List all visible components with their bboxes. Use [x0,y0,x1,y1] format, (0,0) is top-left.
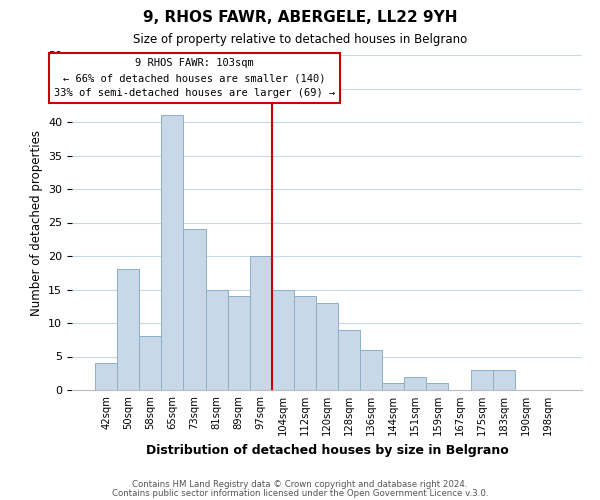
Bar [95,363,117,390]
Bar [272,290,294,390]
Bar [161,116,184,390]
Text: Contains public sector information licensed under the Open Government Licence v.: Contains public sector information licen… [112,489,488,498]
Bar [404,376,427,390]
Bar [316,303,338,390]
Bar [382,384,404,390]
Bar [250,256,272,390]
Text: 9, RHOS FAWR, ABERGELE, LL22 9YH: 9, RHOS FAWR, ABERGELE, LL22 9YH [143,10,457,25]
Bar [184,229,206,390]
Y-axis label: Number of detached properties: Number of detached properties [29,130,43,316]
X-axis label: Distribution of detached houses by size in Belgrano: Distribution of detached houses by size … [146,444,508,456]
Bar [117,270,139,390]
Bar [338,330,360,390]
Bar [227,296,250,390]
Bar [493,370,515,390]
Bar [206,290,227,390]
Bar [427,384,448,390]
Text: 9 RHOS FAWR: 103sqm
← 66% of detached houses are smaller (140)
33% of semi-detac: 9 RHOS FAWR: 103sqm ← 66% of detached ho… [54,58,335,98]
Bar [139,336,161,390]
Bar [470,370,493,390]
Text: Contains HM Land Registry data © Crown copyright and database right 2024.: Contains HM Land Registry data © Crown c… [132,480,468,489]
Bar [294,296,316,390]
Bar [360,350,382,390]
Text: Size of property relative to detached houses in Belgrano: Size of property relative to detached ho… [133,32,467,46]
